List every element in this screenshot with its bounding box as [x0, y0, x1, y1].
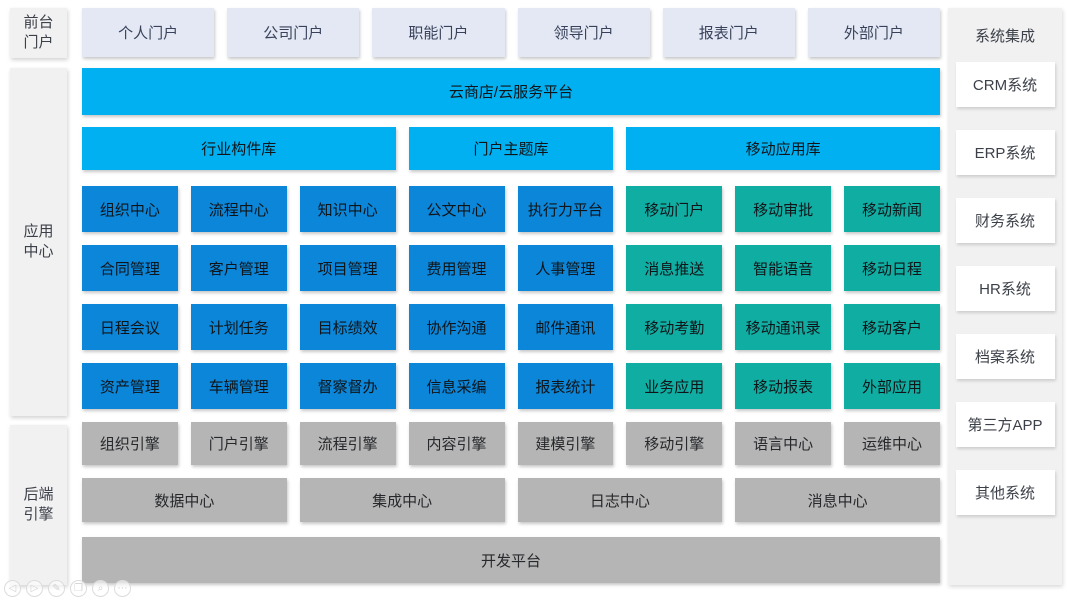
portal-theme-library: 门户主题库 — [408, 127, 614, 170]
engine-box: 门户引擎 — [190, 422, 287, 465]
crm-system-box: CRM系统 — [955, 62, 1055, 107]
app-box: 计划任务 — [190, 304, 287, 350]
app-box: 邮件通讯 — [517, 304, 614, 350]
engine-box: 移动引擎 — [626, 422, 723, 465]
more-icon[interactable]: ⋯ — [114, 580, 131, 597]
portal-function: 职能门户 — [372, 8, 505, 57]
app-box: 执行力平台 — [517, 186, 614, 232]
app-box: 公文中心 — [408, 186, 505, 232]
dev-platform-row: 开发平台 — [82, 537, 940, 583]
industry-component-library: 行业构件库 — [82, 127, 396, 170]
hr-system-box: HR系统 — [955, 266, 1055, 311]
integration-center-box: 集成中心 — [299, 478, 505, 522]
app-box: 资产管理 — [82, 363, 178, 409]
portal-row: 个人门户 公司门户 职能门户 领导门户 报表门户 外部门户 — [82, 8, 940, 57]
mobile-box: 移动日程 — [844, 245, 940, 291]
mobile-box: 业务应用 — [626, 363, 723, 409]
app-box: 报表统计 — [517, 363, 614, 409]
portal-report: 报表门户 — [662, 8, 795, 57]
magnifier-icon[interactable]: ⌕ — [92, 580, 109, 597]
engine-row: 组织引擎 门户引擎 流程引擎 内容引擎 建模引擎 移动引擎 语言中心 运维中心 — [82, 422, 940, 465]
backend-engine-label: 后端 引擎 — [10, 425, 67, 585]
app-grid-row: 资产管理 车辆管理 督察督办 信息采编 报表统计 业务应用 移动报表 外部应用 — [82, 363, 940, 409]
message-center-box: 消息中心 — [735, 478, 940, 522]
next-icon[interactable]: ▷ — [26, 580, 43, 597]
portal-company: 公司门户 — [227, 8, 360, 57]
portal-personal: 个人门户 — [82, 8, 215, 57]
archive-system-box: 档案系统 — [955, 334, 1055, 379]
mobile-box: 移动审批 — [735, 186, 832, 232]
app-box: 组织中心 — [82, 186, 178, 232]
cloud-platform-bar: 云商店/云服务平台 — [82, 68, 940, 115]
app-box: 项目管理 — [299, 245, 396, 291]
mobile-box: 移动考勤 — [626, 304, 723, 350]
app-box: 车辆管理 — [190, 363, 287, 409]
mobile-box: 移动客户 — [844, 304, 940, 350]
thirdparty-app-box: 第三方APP — [955, 402, 1055, 447]
app-box: 协作沟通 — [408, 304, 505, 350]
app-grid-row: 组织中心 流程中心 知识中心 公文中心 执行力平台 移动门户 移动审批 移动新闻 — [82, 186, 940, 232]
system-integration-panel: 系统集成 CRM系统 ERP系统 财务系统 HR系统 档案系统 第三方APP 其… — [948, 8, 1062, 585]
app-box: 人事管理 — [517, 245, 614, 291]
mobile-box: 移动门户 — [626, 186, 723, 232]
app-box: 合同管理 — [82, 245, 178, 291]
engine-box: 建模引擎 — [517, 422, 614, 465]
portal-external: 外部门户 — [807, 8, 940, 57]
engine-box: 流程引擎 — [299, 422, 396, 465]
app-box: 督察督办 — [299, 363, 396, 409]
other-system-box: 其他系统 — [955, 470, 1055, 515]
finance-system-box: 财务系统 — [955, 198, 1055, 243]
erp-system-box: ERP系统 — [955, 130, 1055, 175]
mobile-box: 移动通讯录 — [735, 304, 832, 350]
pen-icon[interactable]: ✎ — [48, 580, 65, 597]
log-center-box: 日志中心 — [517, 478, 723, 522]
copy-icon[interactable]: ❐ — [70, 580, 87, 597]
app-box: 知识中心 — [299, 186, 396, 232]
app-box: 目标绩效 — [299, 304, 396, 350]
system-integration-title: 系统集成 — [974, 27, 1035, 45]
app-grid-row: 合同管理 客户管理 项目管理 费用管理 人事管理 消息推送 智能语音 移动日程 — [82, 245, 940, 291]
centers-row: 数据中心 集成中心 日志中心 消息中心 — [82, 478, 940, 522]
engine-box: 语言中心 — [735, 422, 832, 465]
app-box: 信息采编 — [408, 363, 505, 409]
app-box: 日程会议 — [82, 304, 178, 350]
cloud-platform-row: 云商店/云服务平台 — [82, 68, 940, 115]
mobile-box: 外部应用 — [844, 363, 940, 409]
slideshow-controls: ◁ ▷ ✎ ❐ ⌕ ⋯ — [4, 580, 131, 597]
mobile-box: 移动新闻 — [844, 186, 940, 232]
engine-box: 组织引擎 — [82, 422, 178, 465]
previous-icon[interactable]: ◁ — [4, 580, 21, 597]
app-grid-row: 日程会议 计划任务 目标绩效 协作沟通 邮件通讯 移动考勤 移动通讯录 移动客户 — [82, 304, 940, 350]
mobile-app-library: 移动应用库 — [626, 127, 940, 170]
mobile-box: 移动报表 — [735, 363, 832, 409]
app-center-label: 应用 中心 — [10, 68, 67, 416]
app-box: 费用管理 — [408, 245, 505, 291]
mobile-box: 智能语音 — [735, 245, 832, 291]
dev-platform-bar: 开发平台 — [82, 537, 940, 583]
mobile-box: 消息推送 — [626, 245, 723, 291]
data-center-box: 数据中心 — [82, 478, 287, 522]
libraries-row: 行业构件库 门户主题库 移动应用库 — [82, 127, 940, 170]
portal-leader: 领导门户 — [517, 8, 650, 57]
engine-box: 内容引擎 — [408, 422, 505, 465]
front-portal-label: 前台 门户 — [10, 8, 67, 58]
app-box: 流程中心 — [190, 186, 287, 232]
engine-box: 运维中心 — [844, 422, 940, 465]
app-box: 客户管理 — [190, 245, 287, 291]
